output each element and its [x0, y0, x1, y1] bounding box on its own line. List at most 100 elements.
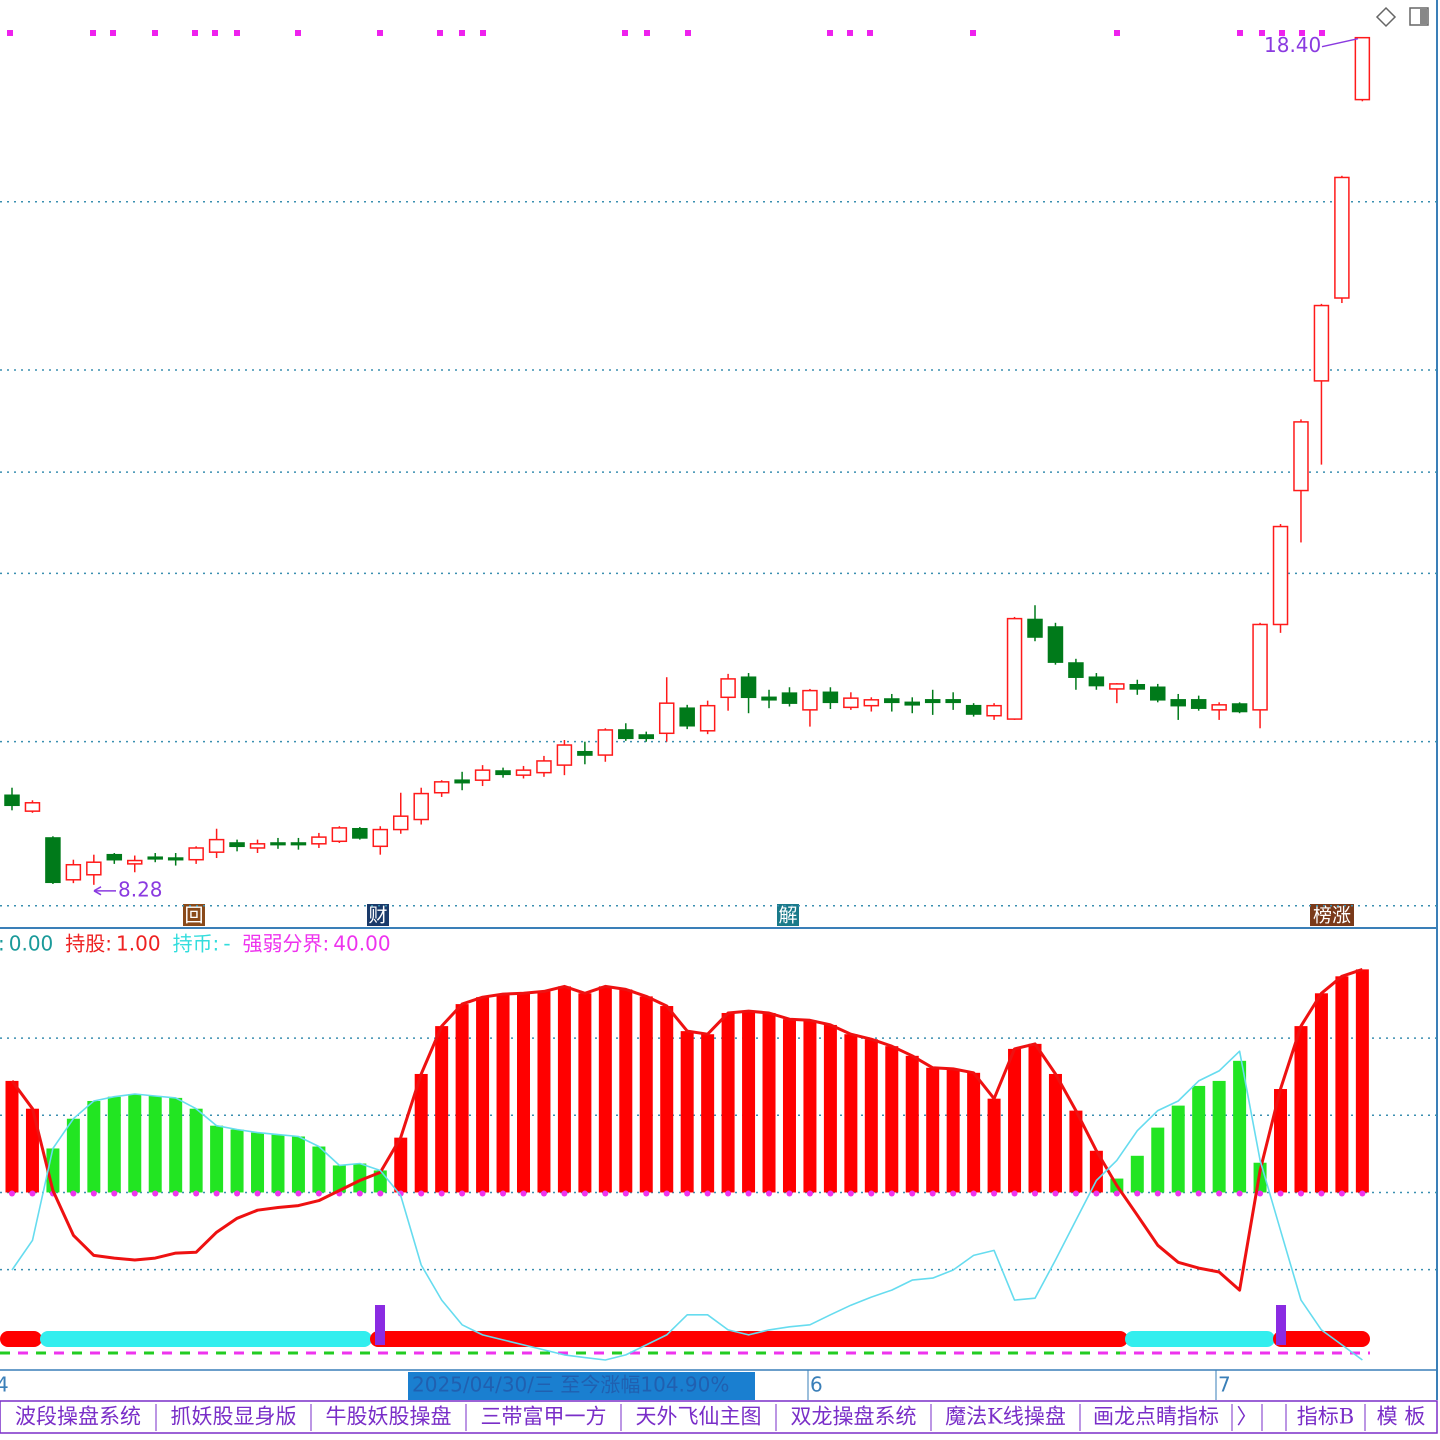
candle-body [638, 734, 655, 740]
candle-body [618, 729, 634, 740]
baseline-dot [847, 1190, 854, 1197]
event-label: 财 [368, 905, 387, 927]
panel-icon[interactable] [1409, 7, 1429, 26]
header-name: 强弱分界: [243, 932, 330, 956]
tab-label[interactable]: 〉 [1237, 1405, 1258, 1429]
indicator-bar [5, 1080, 19, 1193]
candle-body [802, 689, 818, 711]
indicator-bar [476, 997, 490, 1193]
baseline-dot [234, 1190, 241, 1197]
candle-body [1088, 676, 1105, 687]
candle-body [699, 704, 716, 732]
signal-dot [90, 30, 96, 36]
indicator-bar [1151, 1127, 1165, 1193]
tab-label[interactable]: 抓妖股显身版 [171, 1405, 297, 1429]
baseline-dot [622, 1190, 629, 1197]
indicator-bar [557, 986, 571, 1193]
indicator-line [10, 967, 1363, 1292]
indicator-bar [107, 1096, 121, 1193]
tab-label[interactable]: 双龙操盘系统 [791, 1405, 917, 1429]
indicator-bar [1048, 1073, 1062, 1193]
candle-body [597, 729, 614, 756]
candle-body [392, 815, 409, 831]
tab-label[interactable]: 画龙点睛指标 [1093, 1405, 1219, 1429]
tab-label[interactable]: 模 板 [1377, 1405, 1426, 1429]
indicator-bar [128, 1094, 142, 1193]
candle-body [1129, 684, 1146, 690]
signal-dot [192, 30, 198, 36]
band-cash [40, 1331, 372, 1347]
signal-dot [152, 30, 158, 36]
baseline-dot [929, 1190, 936, 1197]
candle-body [1231, 703, 1248, 713]
signal-dot [867, 30, 873, 36]
baseline-dot [663, 1190, 670, 1197]
candle-body [658, 702, 675, 735]
low-label: 8.28 [118, 877, 163, 901]
candle-body [1211, 704, 1227, 711]
indicator-bar [1192, 1085, 1206, 1193]
signal-dot [437, 30, 443, 36]
diamond-icon[interactable] [1375, 6, 1397, 28]
candle-body [1006, 617, 1023, 720]
baseline-dot [766, 1190, 773, 1197]
indicator-bar [312, 1146, 326, 1193]
tab-label[interactable]: 天外飞仙主图 [636, 1405, 762, 1429]
candle-body [290, 842, 307, 846]
baseline-dot [438, 1190, 445, 1197]
x-label: 7 [1218, 1373, 1231, 1397]
indicator-bar [517, 993, 530, 1193]
indicator-bar [230, 1129, 244, 1193]
indicator-bar [353, 1163, 367, 1193]
indicator-bar [25, 1108, 39, 1193]
signal-dot [970, 30, 976, 36]
indicator-bar [189, 1108, 203, 1193]
candle-body [1109, 683, 1125, 690]
baseline-dot [970, 1190, 977, 1197]
baseline-dot [356, 1190, 363, 1197]
tab-label[interactable]: 三带富甲一方 [481, 1405, 607, 1429]
baseline-dot [786, 1190, 793, 1197]
tab-label[interactable]: 牛股妖股操盘 [326, 1405, 452, 1429]
candle-body [515, 769, 532, 776]
signal-dot [7, 30, 13, 36]
signal-dot [622, 30, 628, 36]
tab-label[interactable]: 指标B [1297, 1405, 1354, 1429]
candle-body [904, 701, 920, 706]
candle-body [761, 696, 777, 701]
low-arrowhead [93, 886, 102, 896]
event-label: 解 [778, 905, 797, 927]
baseline-dot [459, 1190, 466, 1197]
tab-label[interactable]: 魔法K线操盘 [945, 1405, 1066, 1429]
band-hold [370, 1331, 1128, 1347]
baseline-dot [70, 1190, 77, 1197]
indicator-bar [864, 1039, 878, 1193]
indicator-bar [946, 1068, 960, 1193]
indicator-bar [578, 993, 592, 1193]
baseline-dot [1175, 1190, 1182, 1197]
indicator-bar [496, 994, 510, 1193]
indicator-bar [598, 986, 612, 1193]
indicator-bar [1130, 1155, 1144, 1193]
candle-body [536, 760, 552, 774]
indicator-bar [1233, 1060, 1247, 1193]
baseline-dot [213, 1190, 220, 1197]
indicator-bar [537, 991, 551, 1193]
indicator-bar [435, 1026, 449, 1193]
candle-body [965, 704, 982, 715]
signal-dot [377, 30, 383, 36]
candle-body [863, 699, 880, 707]
baseline-dot [1093, 1190, 1100, 1197]
baseline-dot [315, 1190, 322, 1197]
baseline-dot [152, 1190, 159, 1197]
baseline-dot [950, 1190, 957, 1197]
candle-body [924, 699, 941, 704]
baseline-dot [131, 1190, 138, 1197]
candle-body [413, 792, 429, 821]
baseline-dot [540, 1190, 547, 1197]
event-badge [777, 904, 799, 926]
baseline-dot [561, 1190, 568, 1197]
tab-label[interactable]: 波段操盘系统 [15, 1405, 141, 1429]
event-badges: 回 财 解 榜涨 [183, 904, 1354, 927]
